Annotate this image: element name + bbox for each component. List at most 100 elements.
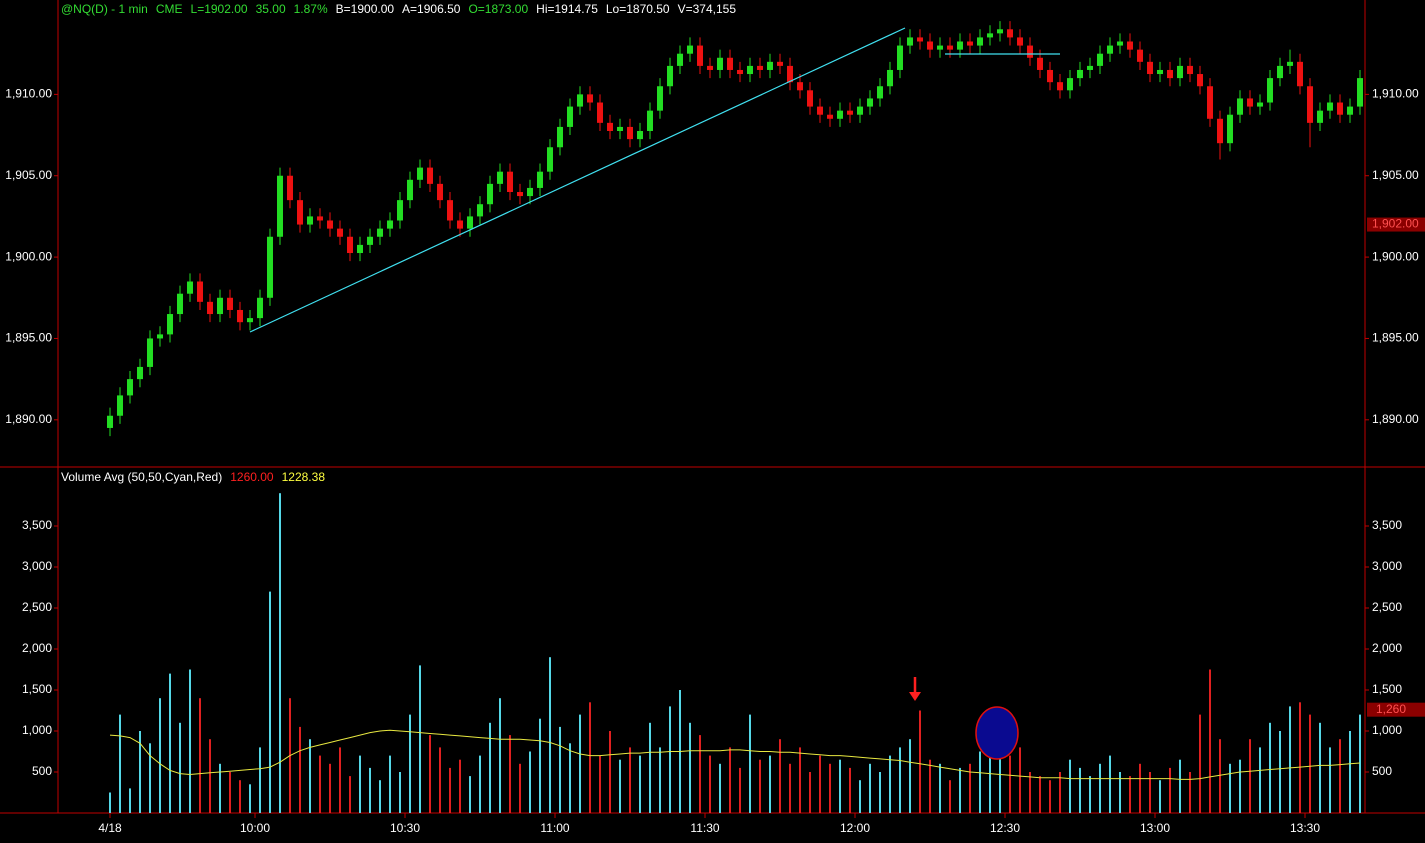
volume-bar (1289, 706, 1291, 813)
volume-bar (919, 710, 921, 813)
last-volume-label: 1,260 (1376, 702, 1406, 716)
candle-body (637, 130, 643, 140)
candle-body (837, 110, 843, 119)
y-tick-label: 3,000 (22, 559, 52, 573)
candle-body (457, 220, 463, 229)
candle-body (1327, 102, 1333, 111)
volume-bar (149, 743, 151, 813)
candle-body (567, 106, 573, 127)
candle-body (757, 65, 763, 70)
candle-body (587, 94, 593, 103)
candle-body (427, 167, 433, 184)
candle-body (117, 395, 123, 416)
candle-body (467, 216, 473, 229)
volume-bar (429, 735, 431, 813)
volume-bar (1029, 772, 1031, 813)
header-field: Lo=1870.50 (606, 2, 670, 16)
volume-bar (799, 747, 801, 813)
last-price-box (1367, 217, 1425, 232)
candle-body (827, 114, 833, 119)
candle-body (937, 45, 943, 50)
volume-bar (129, 788, 131, 813)
highlight-ellipse (975, 706, 1019, 760)
volume-bar (299, 726, 301, 813)
candle-body (667, 65, 673, 87)
volume-bar (469, 776, 471, 813)
volume-bar (119, 714, 121, 813)
volume-bar (1159, 780, 1161, 813)
volume-bar (1149, 772, 1151, 813)
candle-body (1277, 65, 1283, 79)
y-tick-label: 500 (32, 764, 52, 778)
volume-bar (749, 714, 751, 813)
volume-bar (1069, 759, 1071, 813)
candle-body (127, 379, 133, 396)
volume-bar (1169, 767, 1171, 813)
volume-bar (199, 698, 201, 813)
candle-body (1157, 69, 1163, 75)
header-field: B=1900.00 (336, 2, 395, 16)
candle-body (797, 82, 803, 91)
candle-body (777, 61, 783, 66)
volume-bar (379, 780, 381, 813)
volume-bar (1139, 763, 1141, 813)
x-tick-label: 11:30 (690, 821, 719, 835)
candle-body (1087, 65, 1093, 70)
volume-bar (1109, 755, 1111, 813)
candle-body (607, 122, 613, 131)
candle-body (297, 200, 303, 225)
volume-bar (1329, 747, 1331, 813)
header-field: V=374,155 (678, 2, 737, 16)
candle-body (887, 69, 893, 87)
volume-bar (239, 780, 241, 813)
volume-bar (459, 759, 461, 813)
volume-bar (499, 698, 501, 813)
x-tick-label: 10:30 (390, 821, 420, 835)
volume-bar (249, 784, 251, 813)
candle-body (257, 297, 263, 319)
volume-bar (509, 735, 511, 813)
volume-bar (309, 739, 311, 813)
candle-body (107, 415, 113, 428)
volume-bar (929, 759, 931, 813)
volume-bar (409, 714, 411, 813)
last-volume-box (1367, 702, 1425, 717)
candle-body (147, 338, 153, 367)
candle-body (787, 65, 793, 83)
y-tick-label-right: 3,000 (1372, 559, 1402, 573)
candle-body (547, 147, 553, 172)
volume-bar (729, 747, 731, 813)
header-field: CME (156, 2, 183, 16)
volume-bar (109, 792, 111, 813)
candle-body (697, 45, 703, 66)
header-field: 1.87% (294, 2, 328, 16)
candle-body (217, 297, 223, 315)
volume-bar (1339, 739, 1341, 813)
volume-bar (649, 722, 651, 813)
candle-body (1037, 57, 1043, 70)
trend-line (249, 27, 906, 333)
y-tick-label-right: 1,900.00 (1372, 249, 1419, 263)
volume-bar (769, 755, 771, 813)
candle-body (717, 57, 723, 70)
y-tick-label: 2,000 (22, 641, 52, 655)
x-tick-label: 11:00 (540, 821, 569, 835)
candle-body (1357, 78, 1363, 107)
candle-body (397, 200, 403, 221)
candle-body (1257, 102, 1263, 107)
candle-body (407, 179, 413, 201)
candle-body (597, 102, 603, 123)
volume-bar (1129, 776, 1131, 813)
volume-bar (439, 747, 441, 813)
volume-bar (1349, 731, 1351, 813)
volume-bar (1259, 747, 1261, 813)
volume-bar (739, 767, 741, 813)
volume-bar (619, 759, 621, 813)
candle-body (1167, 69, 1173, 79)
candle-body (1247, 98, 1253, 107)
volume-bar (189, 669, 191, 813)
candle-body (1337, 102, 1343, 115)
candle-body (357, 244, 363, 254)
volume-bar (519, 763, 521, 813)
